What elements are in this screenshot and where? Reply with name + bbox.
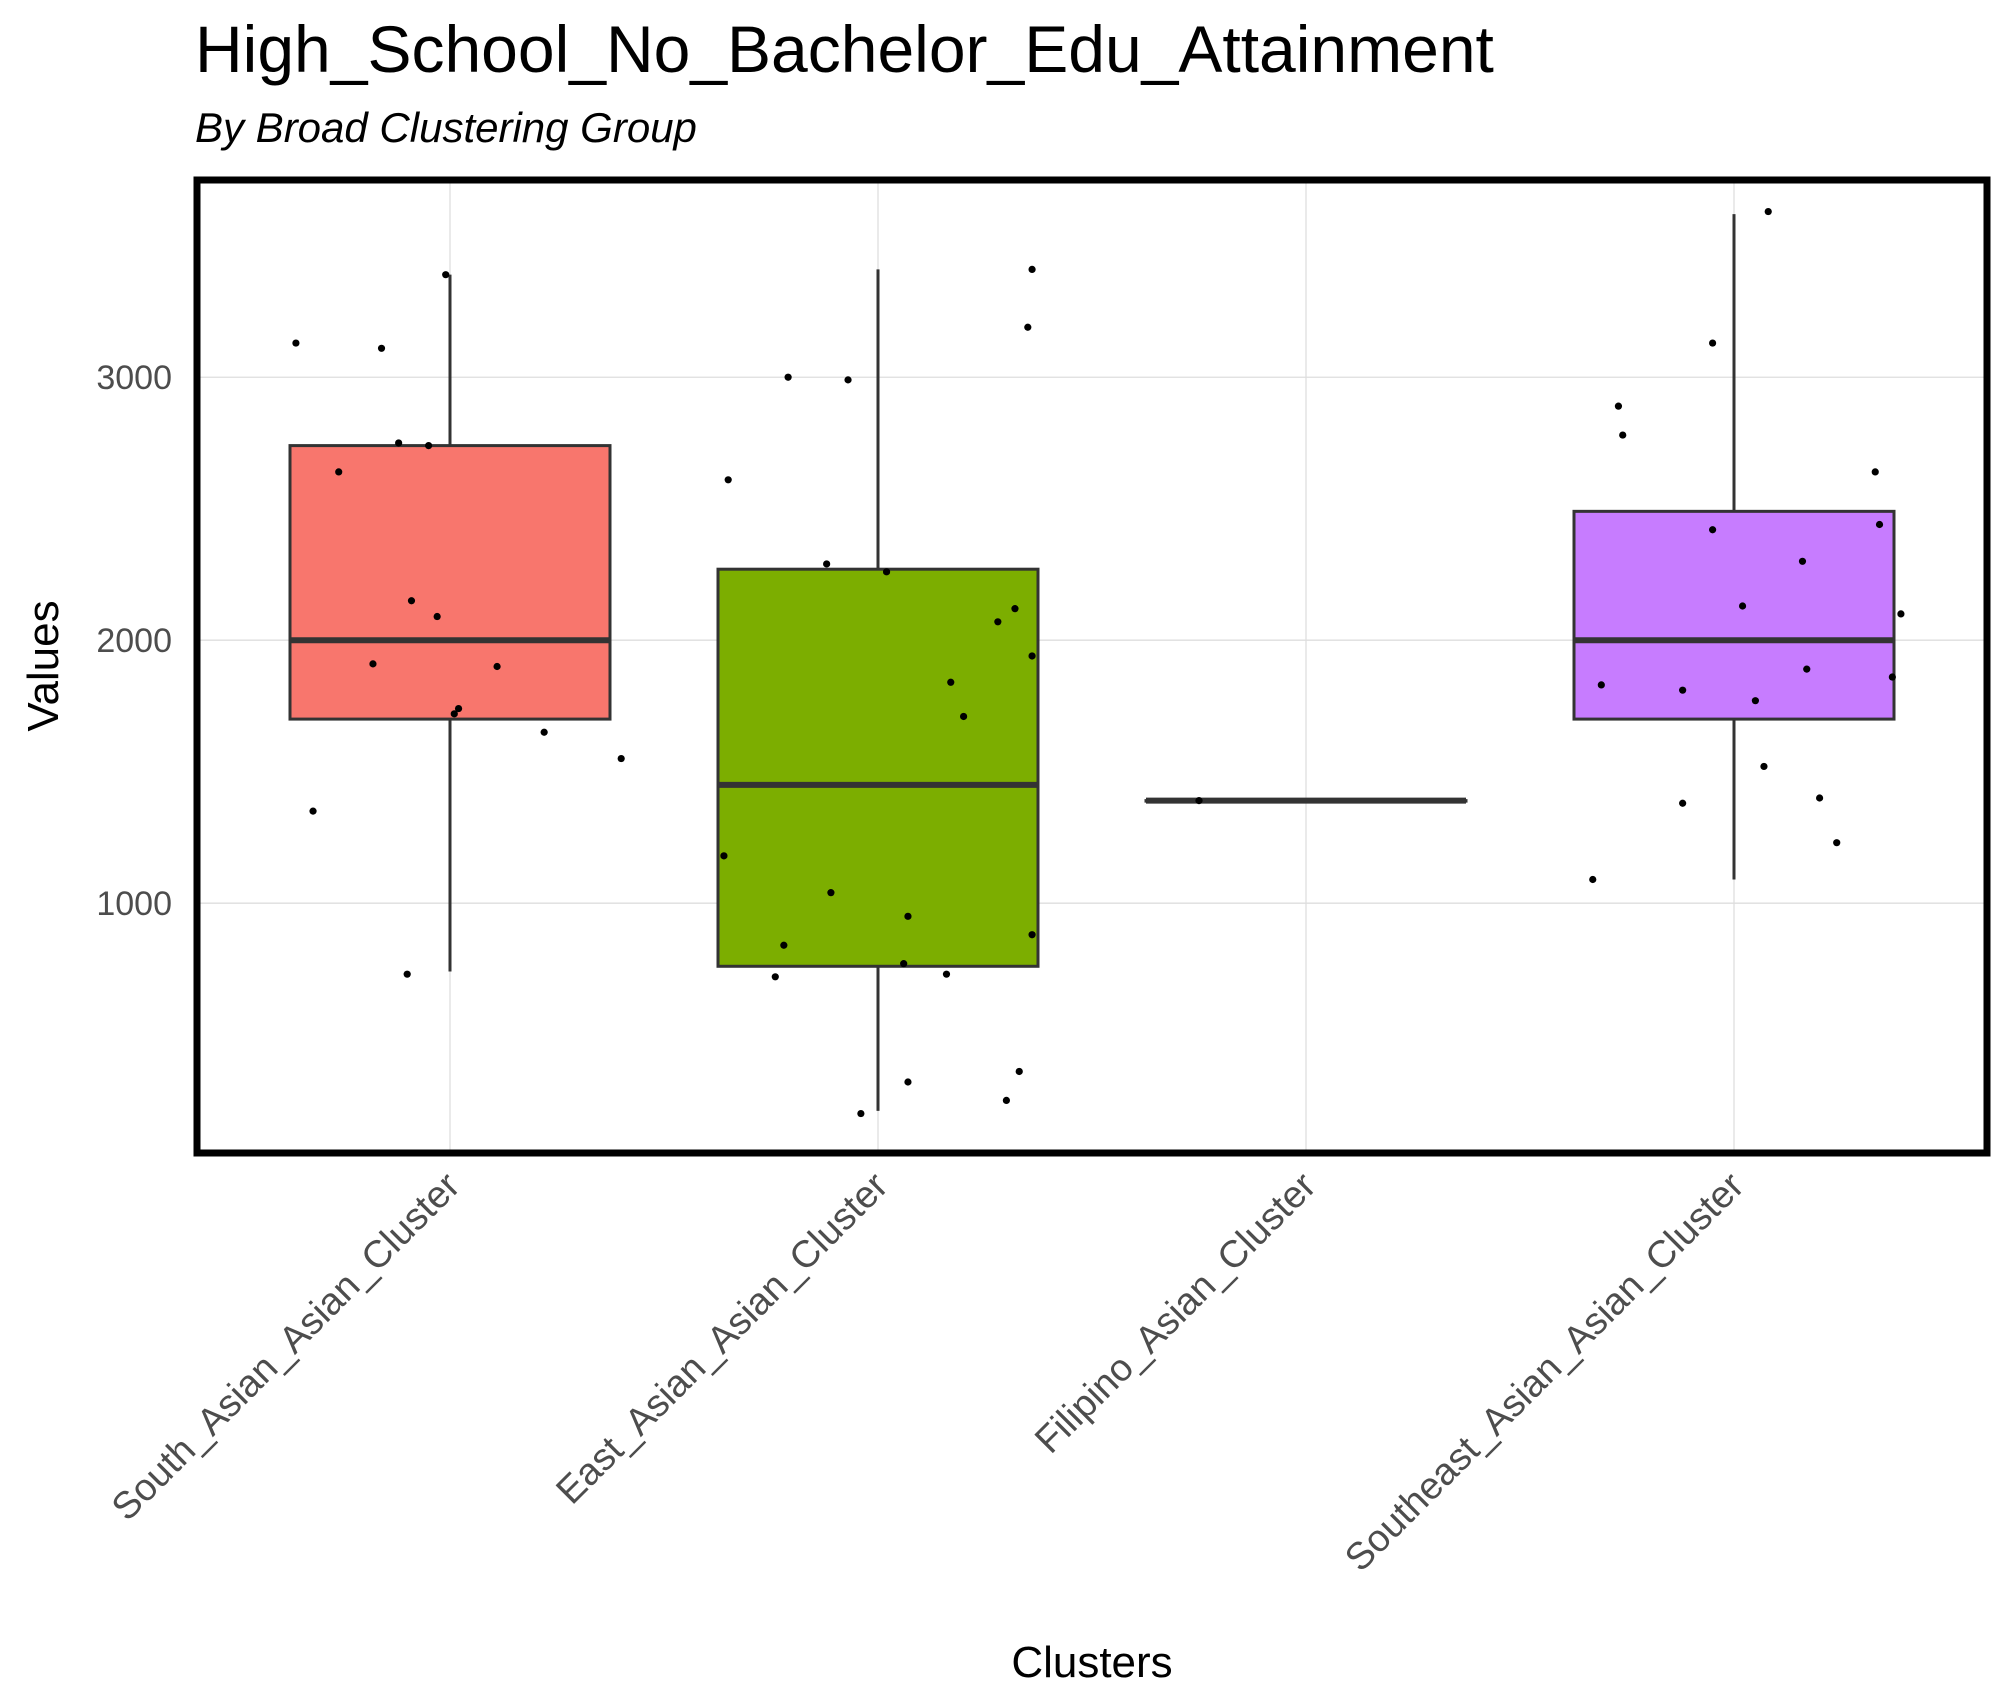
- data-point: [454, 704, 463, 713]
- data-point: [1679, 799, 1687, 807]
- boxplot-1: [716, 269, 1040, 1111]
- data-point: [1011, 605, 1019, 613]
- data-point: [540, 728, 548, 736]
- x-tick-label: Southeast_Asian_Asian_Cluster: [1337, 1164, 1752, 1579]
- data-point: [1888, 673, 1896, 681]
- data-point: [947, 678, 955, 686]
- data-point: [1709, 526, 1717, 534]
- data-point: [1589, 875, 1597, 884]
- data-point: [827, 889, 835, 897]
- y-axis-ticks: 1000 2000 3000: [96, 359, 172, 923]
- x-axis-ticks: South_Asian_Asian_Cluster East_Asian_Asia…: [104, 1164, 1753, 1579]
- data-point: [1709, 339, 1717, 347]
- data-point: [780, 941, 788, 949]
- data-point: [493, 662, 501, 671]
- data-point: [1816, 794, 1824, 802]
- data-point: [1002, 1096, 1011, 1105]
- data-point: [904, 912, 912, 920]
- y-axis-title: Values: [19, 600, 68, 731]
- data-point: [960, 712, 968, 721]
- data-point: [1760, 762, 1768, 771]
- data-point: [369, 660, 377, 668]
- data-point: [1614, 402, 1623, 410]
- jitter-points: [292, 207, 1905, 1118]
- data-point: [1798, 557, 1807, 565]
- chart-subtitle: By Broad Clustering Group: [195, 104, 697, 151]
- data-point: [823, 560, 831, 568]
- data-point: [844, 376, 852, 384]
- data-point: [335, 468, 343, 476]
- data-point: [403, 970, 411, 978]
- data-point: [425, 442, 433, 450]
- data-point: [1751, 697, 1759, 705]
- data-point: [1619, 431, 1627, 439]
- data-point: [433, 612, 441, 621]
- data-point: [1028, 265, 1036, 274]
- chart-title: High_School_No_Bachelor_Edu_Attainment: [195, 12, 1494, 86]
- data-point: [442, 271, 450, 279]
- data-point: [720, 852, 728, 860]
- x-axis-title: Clusters: [1011, 1638, 1172, 1687]
- data-point: [1015, 1067, 1023, 1076]
- plot-border: [193, 176, 1991, 1157]
- data-point: [1833, 839, 1841, 847]
- data-point: [1875, 520, 1884, 529]
- data-point: [857, 1109, 865, 1118]
- data-point: [450, 710, 458, 718]
- data-point: [407, 597, 416, 605]
- y-tick-label: 2000: [96, 622, 172, 660]
- y-tick-label: 1000: [96, 885, 172, 923]
- data-point: [1024, 323, 1032, 331]
- boxplots: [288, 214, 1896, 1111]
- data-point: [292, 339, 300, 347]
- x-tick-label: Filipino_Asian_Cluster: [1027, 1164, 1324, 1461]
- data-point: [1871, 468, 1879, 476]
- data-point: [1028, 652, 1036, 660]
- data-point: [1195, 797, 1203, 805]
- data-point: [771, 973, 779, 981]
- x-tick-label: East_Asian_Asian_Cluster: [549, 1164, 897, 1512]
- data-point: [900, 960, 908, 968]
- data-point: [1764, 207, 1772, 216]
- data-point: [377, 344, 386, 352]
- data-point: [1803, 665, 1811, 673]
- box: [716, 567, 1040, 968]
- data-point: [784, 373, 792, 381]
- boxplot-0: [288, 274, 612, 972]
- data-point: [309, 807, 317, 815]
- data-point: [994, 618, 1002, 626]
- data-point: [395, 439, 403, 447]
- data-point: [904, 1078, 912, 1086]
- data-point: [1738, 602, 1747, 610]
- data-point: [1597, 681, 1605, 689]
- data-point: [724, 476, 732, 484]
- data-point: [617, 754, 625, 763]
- data-point: [1679, 686, 1687, 694]
- boxplot-2: [1144, 797, 1468, 804]
- data-point: [942, 970, 951, 978]
- box: [1572, 509, 1896, 721]
- box: [288, 444, 612, 721]
- data-point: [1897, 610, 1905, 618]
- y-tick-label: 3000: [96, 359, 172, 397]
- data-point: [882, 568, 891, 576]
- data-point: [1028, 931, 1036, 939]
- x-tick-label: South_Asian_Asian_Cluster: [104, 1164, 469, 1529]
- boxplot-3: [1572, 214, 1896, 880]
